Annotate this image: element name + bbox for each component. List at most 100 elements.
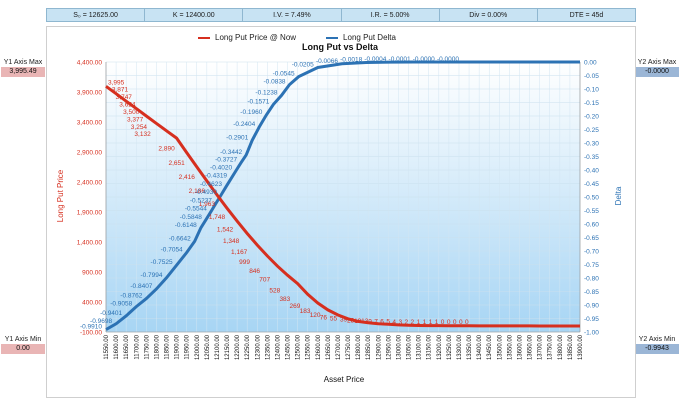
price-data-label: 55	[330, 316, 338, 323]
y2-axis-max-box[interactable]: Y2 Axis Max -0.0000	[635, 58, 679, 77]
y1-tick-label: 3,400.00	[77, 120, 103, 127]
price-data-label: 0	[441, 319, 445, 326]
x-tick-label: 12100.00	[215, 334, 221, 360]
delta-data-label: -0.5848	[180, 214, 202, 221]
x-tick-label: 12850.00	[366, 334, 372, 360]
price-data-label: 3,500	[123, 109, 140, 116]
price-data-label: 1,348	[223, 238, 240, 245]
price-data-label: 183	[300, 308, 311, 315]
y2-tick-label: -0.05	[584, 73, 599, 80]
x-tick-label: 12000.00	[195, 334, 201, 360]
delta-data-label: -0.0545	[273, 71, 295, 78]
delta-data-label: -0.2901	[226, 134, 248, 141]
legend-swatch-delta	[326, 36, 339, 39]
y2-axis-min-box[interactable]: Y2 Axis Min -0.9943	[635, 335, 679, 354]
legend-label-delta: Long Put Delta	[343, 33, 396, 42]
price-data-label: 3	[398, 319, 402, 326]
x-tick-label: 12650.00	[326, 334, 332, 360]
x-tick-label: 12350.00	[265, 334, 271, 360]
x-tick-label: 11650.00	[124, 334, 130, 359]
x-tick-label: 13750.00	[548, 334, 554, 360]
x-tick-label: 13250.00	[447, 334, 453, 360]
y2-tick-label: -0.30	[584, 141, 599, 148]
price-data-label: 120	[310, 312, 321, 319]
price-data-label: 3,132	[134, 131, 151, 138]
legend-item-delta[interactable]: Long Put Delta	[326, 33, 396, 42]
y1-axis-min-box[interactable]: Y1 Axis Min 0.00	[1, 335, 45, 354]
y2-axis-max-value[interactable]: -0.0000	[635, 67, 679, 77]
delta-data-label: -0.9698	[90, 318, 112, 325]
price-data-label: 0	[453, 319, 457, 326]
delta-data-label: -0.0205	[292, 62, 314, 69]
price-data-label: 2,186	[189, 188, 206, 195]
y2-tick-label: -0.85	[584, 289, 599, 296]
y1-tick-label: 2,400.00	[77, 180, 103, 187]
x-tick-label: 13900.00	[578, 334, 584, 360]
price-data-label: 13	[361, 318, 369, 325]
price-data-label: 846	[249, 268, 260, 275]
y2-tick-labels: 0.00 -0.05 -0.10 -0.15 -0.20 -0.25 -0.30 -0.35 -…	[584, 60, 599, 337]
parameters-bar: S₀ = 12625.00 K = 12400.00 I.V. = 7.49% …	[46, 8, 636, 22]
price-data-label: 707	[259, 277, 270, 284]
price-data-label: 3,254	[131, 124, 148, 131]
y1-axis-max-box[interactable]: Y1 Axis Max 3,995.49	[1, 58, 45, 77]
x-tick-label: 12050.00	[205, 334, 211, 360]
x-tick-label: 12800.00	[356, 334, 362, 360]
price-data-label: 3,871	[112, 87, 129, 94]
delta-data-label: -0.0838	[264, 79, 286, 86]
y1-tick-label: 900.00	[82, 270, 102, 277]
price-data-label: 9	[368, 318, 372, 325]
delta-data-label: -0.4930	[195, 189, 217, 196]
price-data-label: 0	[465, 319, 469, 326]
y1-axis-max-value[interactable]: 3,995.49	[1, 67, 45, 77]
x-tick-label: 13100.00	[417, 334, 423, 360]
x-tick-label: 13850.00	[568, 334, 574, 360]
x-tick-label: 11900.00	[175, 334, 181, 359]
delta-data-label: -0.4319	[205, 173, 227, 180]
y2-tick-label: -0.25	[584, 127, 599, 134]
delta-data-label: -0.4623	[200, 181, 222, 188]
delta-data-label: -0.7054	[161, 246, 183, 253]
chart-title: Long Put vs Delta	[301, 42, 378, 52]
delta-data-label: -0.7525	[151, 259, 173, 266]
grid-lines	[105, 61, 581, 333]
delta-data-label: -0.0000	[413, 56, 435, 63]
delta-data-label: -0.4020	[210, 165, 232, 172]
price-data-label: 6	[380, 319, 384, 326]
y2-tick-label: -0.80	[584, 276, 599, 283]
delta-data-label: -0.7994	[140, 272, 162, 279]
x-tick-label: 11950.00	[185, 334, 191, 359]
legend-swatch-price	[198, 36, 210, 39]
x-tick-label: 12200.00	[235, 334, 241, 360]
dividend-label: Div = 0.00%	[440, 9, 538, 21]
x-tick-labels: 11550.00 11600.00 11650.00 11700.00 11750.00…	[104, 334, 584, 360]
price-data-label: 1	[429, 319, 433, 326]
y2-axis-title: Delta	[614, 186, 623, 205]
x-tick-label: 12250.00	[245, 334, 251, 360]
x-tick-label: 13200.00	[437, 334, 443, 360]
delta-data-labels: -0.9910-0.9698-0.9401 -0.9058-0.8762 -0.84…	[80, 56, 459, 331]
delta-data-label: -0.5237	[190, 197, 212, 204]
y2-tick-label: -0.15	[584, 100, 599, 107]
delta-series-line	[105, 60, 580, 331]
price-data-label: 528	[269, 287, 280, 294]
price-data-label: 0	[447, 319, 451, 326]
legend-item-price[interactable]: Long Put Price @ Now	[198, 33, 296, 42]
x-tick-label: 12700.00	[336, 334, 342, 360]
x-tick-label: 11600.00	[114, 334, 120, 359]
legend-label-price: Long Put Price @ Now	[215, 33, 297, 42]
x-tick-label: 11750.00	[144, 334, 150, 359]
y2-axis-min-value[interactable]: -0.9943	[635, 344, 679, 354]
x-tick-label: 11850.00	[165, 334, 171, 359]
y2-tick-label: -1.00	[584, 330, 599, 337]
price-data-label: 7	[374, 319, 378, 326]
delta-data-label: -0.9401	[100, 310, 122, 317]
y1-axis-min-value[interactable]: 0.00	[1, 344, 45, 354]
price-data-label: 1	[423, 319, 427, 326]
y2-axis-min-title: Y2 Axis Min	[638, 336, 676, 343]
delta-data-label: -0.8407	[130, 283, 152, 290]
price-data-labels: 3,9953,8713,7473,6243,5003,3773,2543,132…	[108, 79, 469, 326]
y1-tick-label: 3,900.00	[77, 90, 103, 97]
y2-tick-label: -0.75	[584, 262, 599, 269]
